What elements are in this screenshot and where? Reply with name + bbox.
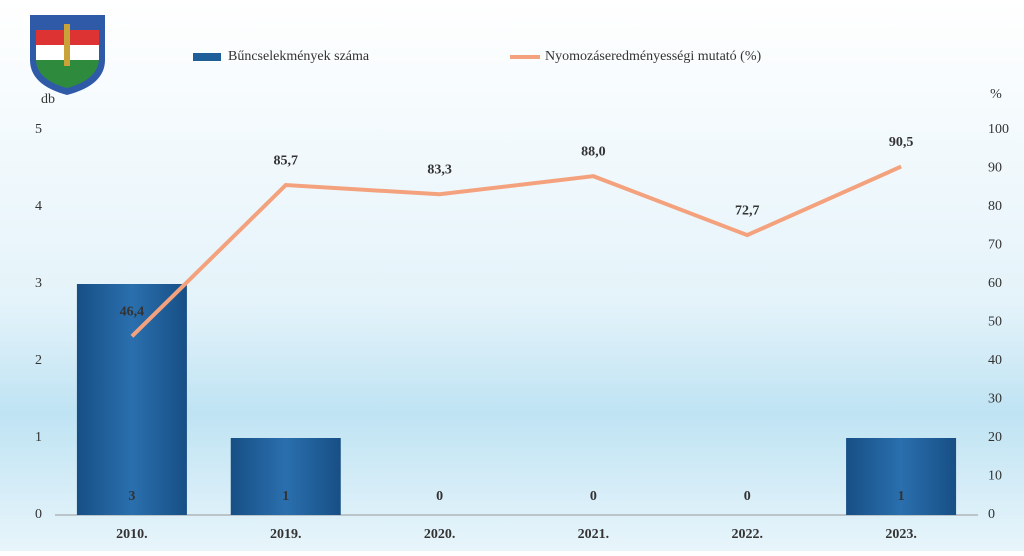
x-tick-label: 2019. — [270, 527, 302, 542]
y2-tick-label: 80 — [988, 199, 1002, 214]
line-value-label: 72,7 — [735, 203, 760, 218]
y2-tick-label: 60 — [988, 276, 1002, 291]
y2-tick-label: 20 — [988, 430, 1002, 445]
y-tick-label: 3 — [35, 276, 42, 291]
y-tick-label: 1 — [35, 430, 42, 445]
legend-label: Bűncselekmények száma — [228, 49, 370, 64]
y2-tick-label: 100 — [988, 122, 1009, 137]
y2-tick-label: 10 — [988, 469, 1002, 484]
x-tick-label: 2010. — [116, 527, 148, 542]
line-value-label: 90,5 — [889, 135, 914, 150]
y-tick-label: 5 — [35, 122, 42, 137]
chart: db % 0123450102030405060708090100Bűncsel… — [0, 0, 1024, 551]
y2-axis-label: % — [990, 87, 1002, 102]
line-value-label: 88,0 — [581, 144, 606, 159]
legend-label: Nyomozáseredményességi mutató (%) — [545, 49, 761, 64]
y2-tick-label: 90 — [988, 161, 1002, 176]
y-tick-label: 4 — [35, 199, 42, 214]
bar-value-label: 0 — [436, 489, 443, 504]
x-tick-label: 2022. — [732, 527, 764, 542]
bar-value-label: 1 — [282, 489, 289, 504]
y2-tick-label: 70 — [988, 238, 1002, 253]
legend-swatch — [193, 53, 221, 61]
y-tick-label: 2 — [35, 353, 42, 368]
bar-value-label: 0 — [744, 489, 751, 504]
x-tick-label: 2021. — [578, 527, 610, 542]
bar-value-label: 0 — [590, 489, 597, 504]
bar-value-label: 1 — [898, 489, 905, 504]
y2-tick-label: 40 — [988, 353, 1002, 368]
y-tick-label: 0 — [35, 507, 42, 522]
y2-tick-label: 0 — [988, 507, 995, 522]
line-value-label: 46,4 — [120, 305, 145, 320]
y-axis-label: db — [41, 92, 55, 107]
x-tick-label: 2020. — [424, 527, 456, 542]
y2-tick-label: 30 — [988, 392, 1002, 407]
line-value-label: 83,3 — [427, 163, 452, 178]
x-tick-label: 2023. — [885, 527, 917, 542]
y2-tick-label: 50 — [988, 315, 1002, 330]
line-value-label: 85,7 — [274, 153, 299, 168]
bar-value-label: 3 — [128, 489, 135, 504]
